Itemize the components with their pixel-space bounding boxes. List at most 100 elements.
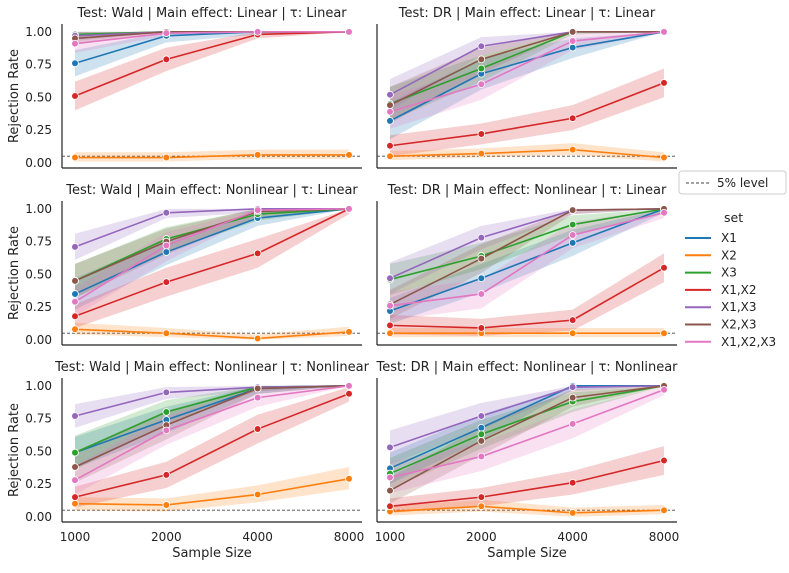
data-point-X1-X2-X3: [660, 208, 668, 217]
ci-band-X3: [390, 208, 664, 296]
subplot-title: Test: Wald | Main effect: Linear | τ: Li…: [76, 6, 347, 21]
x-tick-label: 8000: [334, 530, 365, 544]
series-line-X3: [389, 208, 665, 281]
ci-band-X2-X3: [390, 385, 664, 504]
legend-label-X2: X2: [721, 248, 737, 262]
ci-band-X2: [75, 467, 349, 512]
data-point-X2: [71, 153, 79, 162]
data-point-X1-X2-X3: [386, 301, 394, 310]
data-point-X1: [568, 239, 577, 247]
ci-band-X1-X2-X3: [75, 31, 349, 53]
y-tick-label: 1.00: [25, 25, 52, 39]
data-point-X2-X3: [386, 486, 394, 495]
data-point-X2: [660, 506, 668, 515]
subplot-title: Test: DR | Main effect: Nonlinear | τ: N…: [375, 360, 678, 375]
data-point-X1: [477, 423, 486, 432]
ci-band-X1: [75, 385, 349, 469]
data-point-X2: [253, 334, 262, 343]
data-point-X2: [71, 325, 79, 334]
subplot-1: Test: Wald | Main effect: Linear | τ: Li…: [25, 6, 362, 170]
y-tick-label: 0.75: [25, 412, 52, 426]
reference-legend-label: 5% level: [717, 176, 768, 190]
data-point-X1-X2: [568, 114, 577, 123]
data-point-X1-X2-X3: [386, 107, 394, 116]
ci-band-X1-X2: [390, 446, 664, 513]
y-axis-label: Rejection Rate: [7, 403, 22, 497]
data-point-X1: [477, 274, 486, 283]
series-line-X1-X2: [389, 459, 665, 508]
data-point-X2-X3: [568, 393, 577, 402]
y-tick-label: 0.00: [25, 510, 52, 524]
data-point-X1-X2-X3: [345, 205, 353, 213]
data-point-X1-X3: [477, 412, 486, 420]
data-point-X1-X2-X3: [253, 393, 262, 402]
data-point-X1-X2-X3: [162, 426, 171, 435]
y-tick-label: 0.75: [25, 235, 52, 249]
subplot-title: Test: Wald | Main effect: Nonlinear | τ:…: [65, 183, 358, 198]
legend-label-X2-X3: X2,X3: [721, 318, 757, 332]
data-point-X1-X2: [477, 493, 486, 501]
x-axis-label: Sample Size: [487, 546, 567, 561]
reference-legend-frame: [678, 170, 787, 195]
data-point-X1-X2-X3: [253, 206, 262, 214]
subplot-4: Test: DR | Main effect: Nonlinear | τ: L…: [376, 183, 677, 346]
data-point-X3: [477, 64, 486, 73]
ci-band-X1-X3: [75, 31, 349, 42]
ci-band-X1: [390, 385, 664, 485]
data-point-X1-X2-X3: [386, 473, 394, 482]
data-point-X1: [71, 59, 79, 68]
series-line-X2-X3: [389, 385, 665, 492]
data-point-X3: [477, 430, 486, 439]
data-point-X1-X2: [386, 502, 394, 511]
data-point-X1-X2: [162, 471, 171, 479]
data-point-X2: [345, 151, 353, 159]
ci-band-X1: [75, 208, 349, 310]
legend-label-X1-X2-X3: X1,X2,X3: [721, 335, 776, 349]
series-line-X1-X2: [389, 82, 665, 147]
series-line-X2: [75, 154, 349, 159]
data-point-X1: [568, 43, 577, 52]
series-line-X1-X2-X3: [389, 31, 665, 113]
series-line-X2-X3: [389, 31, 664, 106]
x-tick-label: 2000: [466, 530, 497, 544]
subplot-2: Test: DR | Main effect: Linear | τ: Line…: [376, 6, 677, 169]
y-tick-label: 0.50: [25, 444, 52, 458]
data-point-X1-X2-X3: [71, 39, 79, 48]
data-point-X1-X3: [386, 274, 394, 283]
data-point-X2-X3: [253, 384, 262, 393]
series-line-X2: [389, 148, 665, 159]
data-point-X1-X2: [162, 55, 171, 64]
x-tick-label: 8000: [649, 530, 680, 544]
x-tick-label: 4000: [557, 530, 588, 544]
ci-band-X1-X3: [75, 385, 349, 428]
series-line-X1-X2-X3: [74, 208, 350, 303]
y-tick-label: 0.50: [25, 90, 52, 104]
legend-label-X1-X3: X1,X3: [721, 300, 757, 314]
data-point-X1-X2-X3: [477, 80, 486, 89]
series-line-X2: [74, 478, 350, 506]
y-tick-label: 1.00: [25, 202, 52, 216]
data-point-X1-X3: [568, 383, 577, 391]
series-line-X3: [389, 385, 665, 475]
y-axis-label: Rejection Rate: [7, 49, 22, 143]
subplot-5: Test: Wald | Main effect: Nonlinear | τ:…: [25, 360, 369, 544]
subplot-6: Test: DR | Main effect: Nonlinear | τ: N…: [375, 360, 680, 544]
legend-label-X1: X1: [721, 231, 737, 245]
data-point-X2-X3: [477, 55, 486, 64]
ci-band-X1-X3: [390, 208, 664, 294]
data-point-X1-X2-X3: [568, 37, 577, 45]
data-point-X2: [162, 501, 171, 509]
data-point-X1-X3: [477, 233, 486, 242]
y-tick-label: 0.50: [25, 267, 52, 281]
data-point-X1-X2: [660, 79, 668, 87]
ci-band-X2: [75, 322, 349, 340]
y-tick-label: 0.25: [25, 477, 52, 491]
data-point-X1-X2-X3: [71, 297, 79, 306]
data-point-X2: [568, 509, 577, 517]
data-point-X2-X3: [71, 277, 79, 285]
y-tick-label: 0.25: [25, 300, 52, 314]
legend-label-X1-X2: X1,X2: [721, 283, 757, 297]
data-point-X1-X2-X3: [162, 29, 171, 37]
data-point-X1-X2: [477, 130, 486, 138]
